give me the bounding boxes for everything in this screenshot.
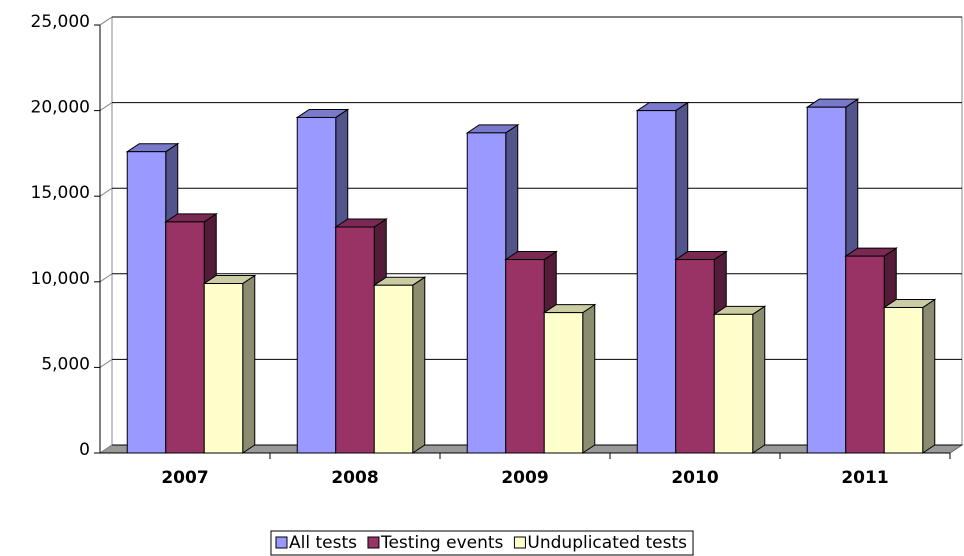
bar (203, 283, 244, 454)
legend-label: Unduplicated tests (527, 533, 687, 553)
legend-swatch (275, 536, 288, 549)
grid-line (99, 444, 113, 454)
bar-side (242, 274, 256, 454)
x-tick-label: 2007 (161, 468, 208, 488)
bar (165, 221, 205, 454)
bar (713, 313, 754, 454)
bar (883, 306, 924, 454)
bar-side (582, 303, 596, 454)
x-tick-label: 2009 (501, 468, 548, 488)
bar-side (412, 276, 426, 454)
legend-swatch (513, 536, 526, 549)
legend-label: Testing events (380, 533, 504, 553)
legend-swatch (367, 536, 380, 549)
legend: All tests Testing events Unduplicated test… (270, 530, 694, 556)
bar (636, 110, 677, 454)
y-tick-label: 10,000 (31, 269, 90, 289)
y-axis-back (99, 16, 113, 26)
x-tick-label: 2008 (331, 468, 378, 488)
bar (296, 116, 337, 454)
bar (505, 259, 545, 454)
grid-line (99, 273, 113, 283)
grid-line (99, 358, 113, 368)
y-tick-label: 0 (79, 440, 90, 460)
bar (845, 255, 885, 454)
y-tick-label: 5,000 (41, 354, 90, 374)
legend-box (270, 530, 694, 556)
y-tick-label: 20,000 (31, 98, 90, 118)
legend-label: All tests (289, 533, 357, 553)
bar-side (752, 305, 766, 454)
x-tick-label: 2010 (671, 468, 718, 488)
bar-side (922, 298, 936, 454)
grid-line (99, 187, 113, 197)
y-tick-label: 15,000 (31, 183, 90, 203)
bar (126, 151, 167, 454)
x-tick-label: 2011 (841, 468, 888, 488)
bar (335, 226, 375, 454)
grid-line (99, 102, 113, 112)
bar (675, 259, 715, 454)
y-tick-label: 25,000 (31, 12, 90, 32)
bar (466, 132, 507, 454)
bar (543, 312, 584, 454)
bar (373, 284, 414, 454)
bar (806, 106, 847, 454)
